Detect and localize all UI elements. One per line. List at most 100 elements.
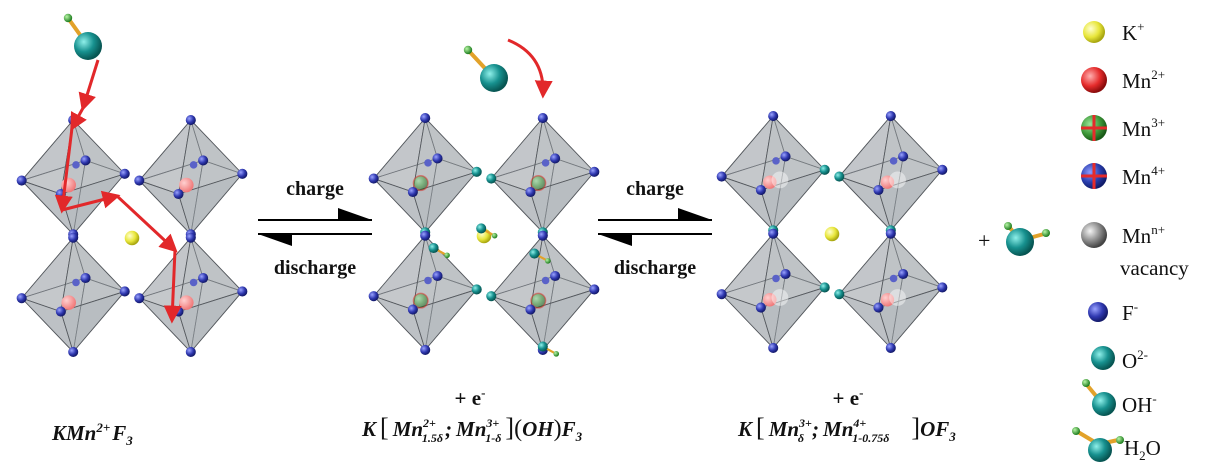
fluorine-atom bbox=[550, 153, 561, 164]
fluorine-atom bbox=[550, 270, 561, 282]
electron-note-3: + e- bbox=[833, 385, 864, 410]
fluorine-atom bbox=[198, 155, 209, 166]
fluorine-atom bbox=[898, 151, 909, 162]
fluorine-atom bbox=[768, 228, 779, 239]
diffusion-arrow-segment bbox=[78, 59, 100, 112]
octahedron bbox=[721, 115, 826, 231]
octahedron-face bbox=[60, 173, 126, 235]
svg-text:Mnn+: Mnn+ bbox=[1122, 222, 1165, 248]
charge-label-2: charge bbox=[626, 178, 684, 200]
octahedron-face bbox=[878, 169, 943, 231]
fluorine-atom bbox=[185, 232, 196, 243]
fluorine-atom bbox=[198, 272, 209, 284]
octahedron bbox=[490, 117, 595, 233]
octahedron-face bbox=[530, 289, 595, 351]
mn4-ion bbox=[880, 293, 895, 307]
fluorine-atom bbox=[185, 115, 196, 126]
fluorine-atom bbox=[237, 168, 248, 179]
hydrogen-atom bbox=[491, 232, 498, 239]
charged-structure bbox=[716, 111, 948, 353]
fluorine-atom-inner bbox=[424, 159, 432, 167]
kmnf3-structure bbox=[16, 115, 248, 357]
svg-text:Mn4+: Mn4+ bbox=[1122, 163, 1165, 189]
curved-insertion-arrow bbox=[507, 38, 553, 99]
fluorine-atom bbox=[173, 306, 184, 317]
water-molecule-icon bbox=[1072, 427, 1124, 462]
fluorine-atom bbox=[873, 302, 884, 313]
fluorine-atom-inner bbox=[772, 274, 780, 283]
hydrogen-atom bbox=[463, 45, 473, 55]
legend-oxide: O2- bbox=[1091, 346, 1148, 373]
oxygen-sphere-icon bbox=[1091, 346, 1115, 370]
fluorine-atom bbox=[134, 175, 145, 186]
formula-charged: K[Mn3+ δ; Mn4+ 1-0.75δ]OF3 bbox=[737, 413, 956, 445]
fluorine-atom bbox=[185, 346, 196, 357]
fluoride-sphere-icon bbox=[1088, 302, 1108, 322]
legend-water: H2O bbox=[1072, 427, 1161, 463]
fluorine-atom bbox=[420, 344, 431, 355]
octahedron-face bbox=[178, 173, 243, 235]
k-diffusion-path-arrows bbox=[54, 59, 182, 324]
oxygen-atom bbox=[428, 242, 439, 254]
oxygen-atom bbox=[834, 171, 845, 182]
hydrogen-atom bbox=[553, 351, 560, 357]
octahedron bbox=[21, 237, 126, 353]
svg-text:OH-: OH- bbox=[1122, 391, 1157, 417]
fluorine-atom bbox=[80, 155, 91, 166]
vacancy-sphere-icon bbox=[1081, 222, 1107, 248]
oxygen-atom bbox=[476, 223, 487, 234]
octahedron-face bbox=[178, 291, 243, 353]
fluorine-atom-inner bbox=[772, 157, 780, 165]
oxygen-atom bbox=[480, 64, 508, 92]
octahedron-face bbox=[530, 171, 595, 233]
hydrogen-atom bbox=[63, 13, 73, 23]
fluorine-atom bbox=[780, 151, 791, 162]
mn3-sphere bbox=[531, 175, 546, 191]
fluorine-atom bbox=[368, 173, 379, 184]
fluorine-atom bbox=[937, 282, 948, 293]
legend-hydroxide: OH- bbox=[1082, 379, 1157, 417]
fluorine-atom-inner bbox=[889, 274, 898, 283]
fluorine-atom bbox=[768, 111, 779, 122]
mn3-sphere bbox=[413, 293, 428, 308]
mn3-ion bbox=[530, 175, 547, 192]
fluorine-atom bbox=[368, 291, 379, 302]
fluorine-atom bbox=[525, 304, 536, 315]
fluorine-atom-inner bbox=[72, 161, 80, 169]
mn4-ion bbox=[763, 175, 777, 189]
octahedron bbox=[373, 235, 478, 351]
released-water-molecule bbox=[1004, 222, 1050, 256]
fluorine-atom bbox=[16, 175, 27, 186]
mn2-ion bbox=[179, 177, 194, 193]
fluorine-atom bbox=[755, 302, 766, 313]
fluorine-atom bbox=[755, 184, 766, 196]
oxygen-atom bbox=[537, 341, 548, 352]
fluorine-atom bbox=[716, 289, 727, 300]
fluorine-atom bbox=[432, 153, 443, 164]
diffusion-arrow-segment bbox=[70, 107, 87, 132]
octahedron bbox=[373, 117, 478, 233]
fluorine-atom bbox=[55, 306, 66, 317]
svg-text:vacancy: vacancy bbox=[1120, 256, 1189, 280]
oxygen-atom bbox=[819, 164, 830, 175]
hydroxide-molecule-icon bbox=[1082, 379, 1116, 416]
fluorine-atom-inner bbox=[541, 159, 550, 167]
fluorine-atom bbox=[780, 268, 791, 280]
octahedron bbox=[21, 119, 126, 235]
octahedron bbox=[490, 235, 595, 351]
legend-mn-vacancy: Mnn+ vacancy bbox=[1081, 222, 1189, 280]
fluorine-atom bbox=[885, 228, 896, 239]
fluorine-atom-inner bbox=[189, 161, 198, 169]
oxygen-atom bbox=[1006, 228, 1034, 256]
hydrogen-atom bbox=[444, 252, 450, 259]
octahedron bbox=[138, 237, 243, 353]
vacancy-site bbox=[771, 289, 789, 306]
diffusion-arrow-segment bbox=[61, 190, 121, 212]
discharge-label-1: discharge bbox=[274, 257, 356, 279]
oxygen-atom bbox=[834, 289, 845, 300]
fluorine-atom bbox=[80, 272, 91, 284]
intermediate-oh-structure bbox=[368, 113, 600, 357]
oxygen-atom bbox=[471, 166, 482, 177]
legend-mn4: Mn4+ bbox=[1081, 163, 1165, 189]
potassium-ion bbox=[824, 226, 840, 242]
